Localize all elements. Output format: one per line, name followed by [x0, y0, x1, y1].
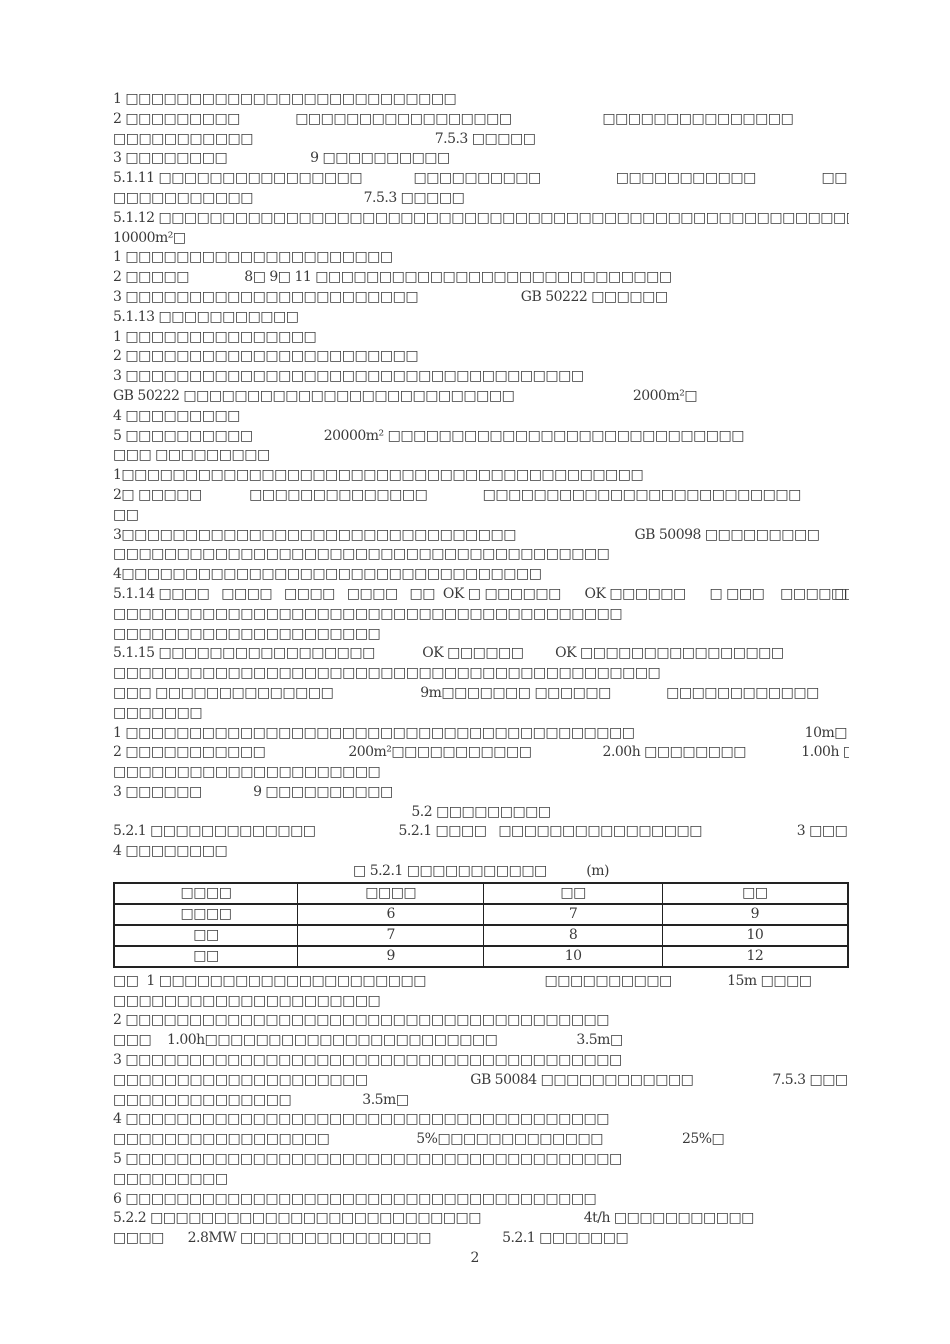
table-header-cell: □□□□: [113, 881, 298, 905]
text-line: □□□□□□□: [113, 704, 203, 721]
text-line: 3 □□□□□□□□□□□□□□□□□□□□□□□ GB 50222 □□□□□…: [113, 288, 668, 305]
text-line: 5.1.15 □□□□□□□□□□□□□□□□□ OK □□□□□□ OK □□…: [113, 645, 784, 662]
table-cell: 10: [483, 944, 663, 968]
page-number: 2: [470, 1250, 480, 1266]
text-line: 2□ □□□□□ □□□□□□□□□□□□□□ □□□□□□□□□□□□□□□□…: [113, 486, 801, 503]
table-note-line: □□□□□□□□□□□□□□□□□ 5%□□□□□□□□□□□□□ 25%□: [113, 1131, 725, 1148]
text-line: 2 □□□□□□□□□□□□□□□□□□□□□□□: [113, 348, 419, 365]
table-cell: 9: [661, 902, 849, 926]
table-header-cell: □□□□: [296, 881, 485, 905]
text-line: 3 □□□□□□ 9 □□□□□□□□□□: [113, 783, 393, 800]
text-line: 2 □□□□□□□□□□□ 200m²□□□□□□□□□□□ 2.00h □□□…: [113, 744, 849, 761]
text-line: □□□□□□□□□□□□□□□□□□□□□□□□□□□□□□□□□□□□□□□□: [113, 605, 623, 622]
text-line: □□□□□□□□□□□ 7.5.3 □□□□□: [113, 189, 465, 206]
text-line: 4 □□□□□□□□□: [113, 407, 240, 424]
section-heading: 5.2 □□□□□□□□□: [411, 803, 551, 820]
table-note-line: □□□□□□□□□: [113, 1170, 228, 1187]
table-note-line: □□ 1 □□□□□□□□□□□□□□□□□□□□□ □□□□□□□□□□ 15…: [113, 972, 812, 989]
table-note-line: 2 □□□□□□□□□□□□□□□□□□□□□□□□□□□□□□□□□□□□□□: [113, 1012, 610, 1029]
table-note-line: □□□□□□□□□□□□□□ 3.5m□: [113, 1091, 409, 1108]
table-note-line: 6 □□□□□□□□□□□□□□□□□□□□□□□□□□□□□□□□□□□□□: [113, 1190, 597, 1207]
text-line: 1□□□□□□□□□□□□□□□□□□□□□□□□□□□□□□□□□□□□□□□…: [113, 467, 644, 484]
table-note-line: □□□□□□□□□□□□□□□□□□□□□: [113, 992, 381, 1009]
table-row: □□ 9 10 12: [113, 944, 849, 968]
table-row: □□□□ 6 7 9: [113, 902, 849, 926]
text-line: 5.1.13 □□□□□□□□□□□: [113, 308, 299, 325]
text-line: □□□□□□□□□□□□□□□□□□□□□□□□□□□□□□□□□□□□□□□: [113, 546, 610, 563]
table-cell: □□: [113, 944, 298, 968]
text-line: 1 □□□□□□□□□□□□□□□□□□□□□: [113, 249, 393, 266]
table-cell: 12: [661, 944, 849, 968]
table-cell: 7: [483, 902, 663, 926]
table-cell: 9: [296, 944, 485, 968]
text-line: 5 □□□□□□□□□□ 20000m² □□□□□□□□□□□□□□□□□□□…: [113, 427, 744, 444]
table-cell: 10: [661, 923, 849, 947]
text-line: 5.1.14 □□□□ □□□□ □□□□ □□□□ □□ OK □ □□□□□…: [113, 585, 849, 605]
text-line: 3 □□□□□□□□ 9 □□□□□□□□□□: [113, 150, 450, 167]
table-header-cell: □□: [483, 881, 663, 905]
text-line: □□□□□□□□□□□ 7.5.3 □□□□□: [113, 130, 536, 147]
text-line: 4 □□□□□□□□: [113, 843, 228, 860]
text-line: □□□□ 2.8MW □□□□□□□□□□□□□□□ 5.2.1 □□□□□□□: [113, 1230, 629, 1247]
text-line: 2 □□□□□ 8□ 9□ 11 □□□□□□□□□□□□□□□□□□□□□□□…: [113, 269, 672, 286]
table-cell: □□□□: [113, 902, 298, 926]
line-right-fragment: □□: [821, 170, 848, 187]
text-line: □□□ □□□□□□□□□□□□□□ 9m□□□□□□□ □□□□□□ □□□□…: [113, 684, 819, 701]
text-line: □□□□□□□□□□□□□□□□□□□□□: [113, 625, 381, 642]
text-line: 1 □□□□□□□□□□□□□□□□□□□□□□□□□□□□□□□□□□□□□□…: [113, 724, 849, 744]
table-cell: 8: [483, 923, 663, 947]
table-row: □□ 7 8 10: [113, 923, 849, 947]
table-cell: □□: [113, 923, 298, 947]
table-cell: 7: [296, 923, 485, 947]
text-line: 5.2.2 □□□□□□□□□□□□□□□□□□□□□□□□□□ 4t/h □□…: [113, 1210, 754, 1227]
text-line: □□□□□□□□□□□□□□□□□□□□□: [113, 764, 381, 781]
table-note-line: 4 □□□□□□□□□□□□□□□□□□□□□□□□□□□□□□□□□□□□□□: [113, 1111, 610, 1128]
table-header-row: □□□□ □□□□ □□ □□: [113, 881, 849, 905]
table-cell: 6: [296, 902, 485, 926]
document-body: 1 □□□□□□□□□□□□□□□□□□□□□□□□□□ 2 □□□□□□□□□…: [113, 90, 849, 1249]
text-line: 4□□□□□□□□□□□□□□□□□□□□□□□□□□□□□□□□□: [113, 566, 542, 583]
text-line: 5.2.1 □□□□□□□□□□□□□ 5.2.1 □□□□ □□□□□□□□□…: [113, 823, 848, 840]
table-note-line: □□□□□□□□□□□□□□□□□□□□ GB 50084 □□□□□□□□□□…: [113, 1071, 848, 1088]
text-line: □□□ □□□□□□□□□: [113, 447, 270, 464]
table-note-line: □□□ 1.00h□□□□□□□□□□□□□□□□□□□□□□□ 3.5m□: [113, 1032, 623, 1049]
text-line: GB 50222 □□□□□□□□□□□□□□□□□□□□□□□□□□ 2000…: [113, 387, 698, 404]
text-line: □□□□□□□□□□□□□□□□□□□□□□□□□□□□□□□□□□□□□□□□…: [113, 665, 661, 682]
text-line: 5.1.11 □□□□□□□□□□□□□□□□ □□□□□□□□□□ □□□□□…: [113, 169, 849, 189]
spacing-table: □□□□ □□□□ □□ □□ □□□□ 6 7 9 □□ 7 8 10 □□ …: [113, 881, 849, 968]
text-line: 3□□□□□□□□□□□□□□□□□□□□□□□□□□□□□□□ GB 5009…: [113, 526, 820, 543]
table-note-line: 5 □□□□□□□□□□□□□□□□□□□□□□□□□□□□□□□□□□□□□□…: [113, 1151, 622, 1168]
table-header-cell: □□: [661, 881, 849, 905]
table-note-line: 3 □□□□□□□□□□□□□□□□□□□□□□□□□□□□□□□□□□□□□□…: [113, 1052, 622, 1069]
text-line: 1 □□□□□□□□□□□□□□□□□□□□□□□□□□: [113, 91, 457, 107]
text-line: 2 □□□□□□□□□ □□□□□□□□□□□□□□□□□ □□□□□□□□□□…: [113, 110, 794, 127]
text-line: □□: [113, 506, 139, 523]
table-caption: □ 5.2.1 □□□□□□□□□□□ (m): [353, 863, 609, 880]
line-right-fragment: 10m□: [804, 724, 848, 741]
text-line: 5.1.12 □□□□□□□□□□□□□□□□□□□□□□□□□□□□□□□□□…: [113, 209, 849, 226]
line-right-fragment: □: [834, 585, 847, 602]
text-line: 1 □□□□□□□□□□□□□□□: [113, 328, 317, 345]
text-line: 10000m²□: [113, 229, 186, 246]
text-line: 3 □□□□□□□□□□□□□□□□□□□□□□□□□□□□□□□□□□□□: [113, 368, 584, 385]
